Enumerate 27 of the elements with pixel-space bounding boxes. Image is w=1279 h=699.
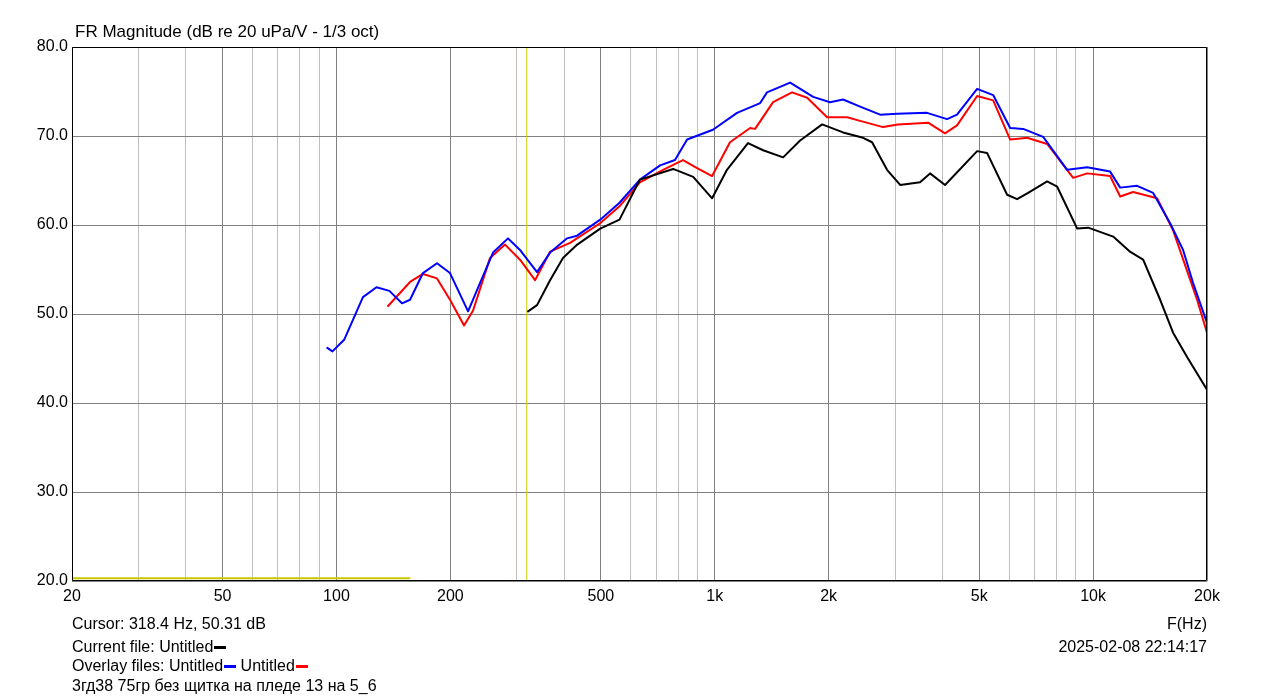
legend-label: Untitled bbox=[167, 657, 225, 674]
x-tick-label: 20 bbox=[63, 587, 81, 605]
legend-label: Untitled bbox=[158, 638, 215, 655]
x-tick-label: 1k bbox=[706, 587, 725, 605]
x-tick-label: 100 bbox=[323, 587, 350, 605]
y-tick-label: 20.0 bbox=[36, 571, 69, 589]
x-tick-label: 500 bbox=[587, 587, 615, 605]
x-tick-label: 50 bbox=[213, 587, 232, 605]
y-tick-label: 70.0 bbox=[36, 126, 69, 144]
x-axis-title: F(Hz) bbox=[1167, 615, 1207, 633]
text: 2025-02-08 22:14:17 bbox=[1058, 638, 1207, 656]
x-tick-label: 5k bbox=[970, 587, 989, 605]
x-tick-label: 10k bbox=[1080, 587, 1108, 605]
y-tick-label: 50.0 bbox=[36, 304, 69, 322]
y-tick-label: 80.0 bbox=[36, 37, 69, 55]
text: Current file: bbox=[72, 638, 155, 655]
text: Overlay files: bbox=[72, 657, 165, 674]
x-tick-label: 200 bbox=[436, 587, 464, 605]
y-tick-label: 30.0 bbox=[36, 482, 69, 500]
legend-label: Untitled bbox=[239, 657, 296, 674]
text: 3гд38 75гр без щитка на пледе 13 на 5_6 bbox=[72, 677, 377, 695]
chart-title: FR Magnitude (dB re 20 uPa/V - 1/3 oct) bbox=[75, 22, 380, 42]
x-tick-label: 2k bbox=[820, 587, 839, 605]
y-tick-label: 60.0 bbox=[36, 215, 69, 233]
y-tick-label: 40.0 bbox=[36, 393, 69, 411]
x-tick-label: 20k bbox=[1194, 587, 1221, 605]
text: Cursor: 318.4 Hz, 50.31 dB bbox=[72, 615, 266, 633]
